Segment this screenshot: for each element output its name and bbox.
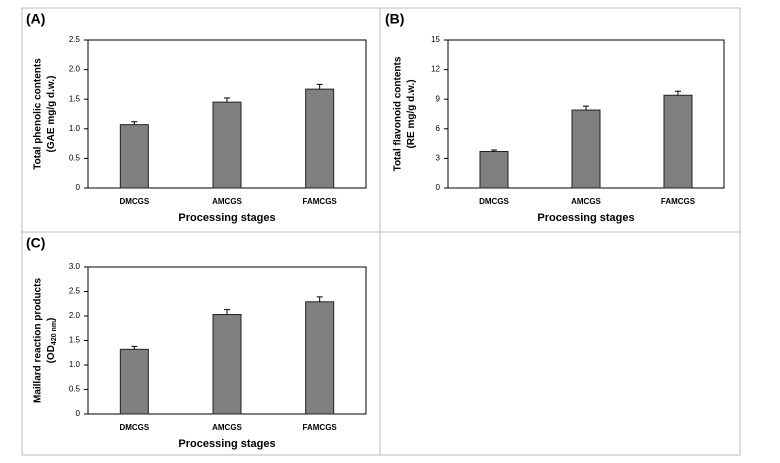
y-axis-label-part: (GAE mg/g d.w.) — [46, 76, 57, 153]
y-tick-label: 6 — [436, 124, 441, 133]
y-tick-label: 9 — [436, 94, 441, 103]
y-tick-label: 15 — [431, 35, 440, 44]
y-tick-label: 3.0 — [69, 262, 81, 271]
y-axis-label: Total phenolic contents — [33, 58, 44, 170]
error-bar — [224, 309, 230, 315]
y-axis-label: (OD420 nm) — [46, 318, 58, 364]
error-bar — [491, 149, 497, 152]
y-axis-label: (GAE mg/g d.w.) — [46, 76, 57, 153]
y-axis-label-part: (RE mg/g d.w.) — [406, 79, 417, 148]
error-bar — [131, 121, 138, 125]
y-tick-label: 1.0 — [69, 124, 81, 133]
y-axis-label: (RE mg/g d.w.) — [406, 79, 417, 148]
error-bar — [131, 345, 138, 350]
bar — [663, 94, 693, 189]
bar — [571, 109, 601, 189]
bar — [305, 88, 335, 189]
x-tick-label: DMCGS — [479, 197, 509, 206]
y-tick-label: 0 — [76, 409, 81, 418]
y-axis-label-part: (OD — [46, 345, 57, 363]
error-bar — [316, 83, 323, 90]
y-tick-label: 2.0 — [69, 65, 81, 74]
x-axis-label: Processing stages — [178, 438, 275, 450]
y-tick-label: 1.5 — [69, 336, 81, 345]
y-tick-label: 0.5 — [69, 154, 81, 163]
y-tick-label: 0 — [436, 183, 441, 192]
bar — [119, 124, 149, 189]
y-tick-label: 2.0 — [69, 311, 81, 320]
error-bar — [675, 90, 681, 96]
bar — [212, 314, 242, 415]
panel-label: (B) — [385, 11, 404, 27]
y-tick-label: 1.5 — [69, 94, 81, 103]
x-tick-label: FAMCGS — [303, 423, 338, 432]
y-tick-label: 0.5 — [69, 385, 81, 394]
x-tick-label: AMCGS — [212, 423, 242, 432]
y-tick-label: 0 — [76, 183, 81, 192]
x-tick-label: DMCGS — [119, 197, 149, 206]
error-bar — [583, 105, 589, 111]
x-tick-label: DMCGS — [119, 423, 149, 432]
x-axis-label: Processing stages — [537, 212, 634, 224]
bar — [119, 348, 149, 415]
error-bar — [316, 296, 323, 302]
y-axis-label-part: ) — [46, 318, 57, 321]
error-bar — [224, 97, 230, 103]
y-tick-label: 12 — [431, 65, 440, 74]
x-tick-label: FAMCGS — [661, 197, 696, 206]
y-axis-label: Maillard reaction products — [33, 278, 44, 403]
panel-frame — [379, 231, 741, 456]
x-tick-label: FAMCGS — [303, 197, 338, 206]
y-tick-label: 2.5 — [69, 35, 81, 44]
bar — [212, 101, 242, 189]
x-tick-label: AMCGS — [571, 197, 601, 206]
y-axis-label: Total flavonoid contents — [393, 56, 404, 171]
x-tick-label: AMCGS — [212, 197, 242, 206]
y-tick-label: 1.0 — [69, 360, 81, 369]
y-tick-label: 2.5 — [69, 287, 81, 296]
y-axis-label-part: 420 nm — [51, 321, 58, 345]
panel-label: (C) — [26, 235, 45, 251]
bar — [479, 150, 509, 189]
y-tick-label: 3 — [436, 154, 441, 163]
panel-label: (A) — [26, 11, 45, 27]
bar — [305, 301, 335, 415]
x-axis-label: Processing stages — [178, 212, 275, 224]
